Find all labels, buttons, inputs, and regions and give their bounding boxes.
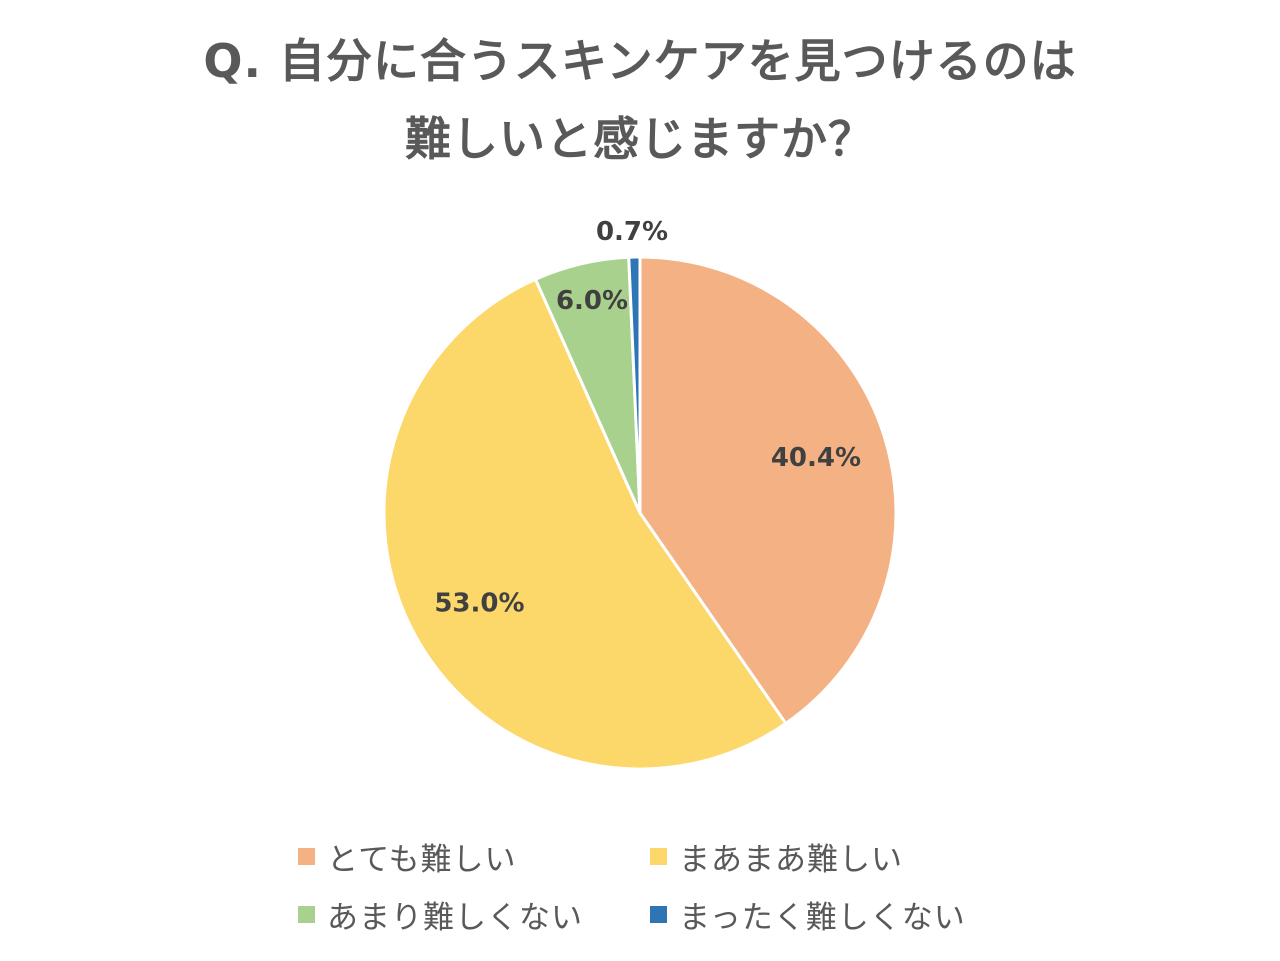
legend-item: まったく難しくない <box>650 894 1050 936</box>
legend-item: まあまあ難しい <box>650 836 1050 878</box>
pie-data-label: 40.4% <box>771 443 861 473</box>
legend-swatch <box>650 847 667 865</box>
chart-title: Q. 自分に合うスキンケアを見つけるのは 難しいと感じますか？ <box>0 22 1280 178</box>
legend: とても難しい まあまあ難しい あまり難しくない まったく難しくない <box>298 836 1058 936</box>
pie-slice <box>382 277 788 771</box>
legend-swatch <box>650 905 667 923</box>
pie-data-label: 6.0% <box>556 286 628 316</box>
legend-swatch <box>298 905 315 923</box>
legend-item: とても難しい <box>298 836 650 878</box>
pie-slice <box>627 255 642 515</box>
pie-slice <box>638 255 898 725</box>
chart-title-line-2: 難しいと感じますか？ <box>405 112 875 166</box>
legend-label: まったく難しくない <box>679 899 966 936</box>
pie-data-label: 53.0% <box>434 588 524 618</box>
pie-data-label: 0.7% <box>596 217 668 247</box>
legend-label: まあまあ難しい <box>679 841 903 878</box>
chart-title-line-1: Q. 自分に合うスキンケアを見つけるのは <box>203 34 1077 88</box>
legend-swatch <box>298 847 315 865</box>
legend-item: あまり難しくない <box>298 894 650 936</box>
legend-label: あまり難しくない <box>327 899 583 936</box>
legend-label: とても難しい <box>327 841 517 878</box>
